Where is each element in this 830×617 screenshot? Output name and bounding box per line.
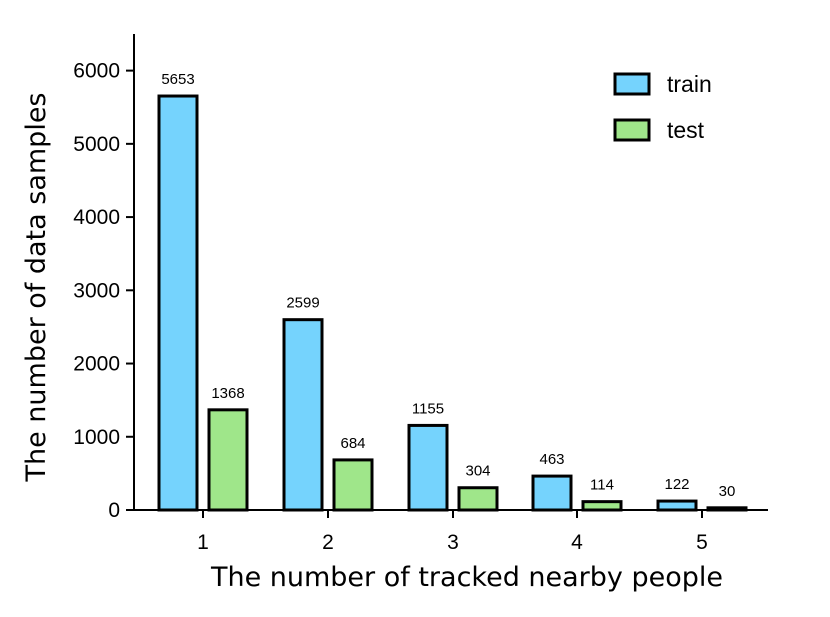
- y-axis-title: The number of data samples: [21, 93, 52, 483]
- x-tick-label: 5: [696, 531, 708, 554]
- data-label-train-1: 5653: [161, 71, 194, 88]
- x-axis-title: The number of tracked nearby people: [210, 562, 723, 593]
- bar-test-1: [207, 408, 249, 512]
- legend: train test: [613, 71, 712, 143]
- data-label-train-4: 463: [539, 451, 564, 468]
- x-tick-label: 4: [571, 531, 583, 554]
- y-tick-label: 1000: [73, 426, 120, 449]
- y-tick-label: 3000: [73, 279, 120, 302]
- bar-train-1: [157, 94, 199, 512]
- data-label-train-2: 2599: [286, 295, 319, 312]
- x-ticks-group: 1 2 3 4 5: [197, 510, 708, 554]
- bars-group: [157, 94, 748, 512]
- x-tick-label: 3: [447, 531, 459, 554]
- legend-label-test: test: [667, 117, 705, 143]
- data-label-test-1: 1368: [211, 385, 244, 402]
- data-label-test-2: 684: [340, 435, 365, 452]
- bar-test-4: [581, 500, 623, 512]
- bar-train-5: [656, 499, 698, 512]
- y-tick-label: 4000: [73, 206, 120, 229]
- y-tick-label: 5000: [73, 133, 120, 156]
- x-tick-label: 1: [197, 531, 209, 554]
- data-label-test-4: 114: [590, 477, 614, 494]
- y-tick-label: 0: [108, 499, 120, 522]
- legend-swatch-test: [613, 118, 651, 142]
- y-tick-label: 2000: [73, 353, 120, 376]
- data-label-test-5: 30: [719, 483, 736, 500]
- bar-test-3: [457, 486, 499, 512]
- y-tick-label: 6000: [73, 60, 120, 83]
- y-ticks-group: 0 1000 2000 3000 4000 5000 6000: [73, 60, 134, 522]
- data-labels-group: 5653 2599 1155 463 122 1368 684 304 114 30: [161, 71, 735, 500]
- bar-train-3: [407, 423, 449, 512]
- bar-test-2: [332, 458, 374, 512]
- bar-train-2: [282, 318, 324, 512]
- data-label-train-5: 122: [664, 476, 689, 493]
- data-label-test-3: 304: [465, 463, 490, 480]
- legend-label-train: train: [667, 71, 712, 97]
- data-label-train-3: 1155: [412, 400, 444, 417]
- x-tick-label: 2: [322, 531, 334, 554]
- legend-swatch-train: [613, 72, 651, 96]
- bar-train-4: [531, 474, 573, 512]
